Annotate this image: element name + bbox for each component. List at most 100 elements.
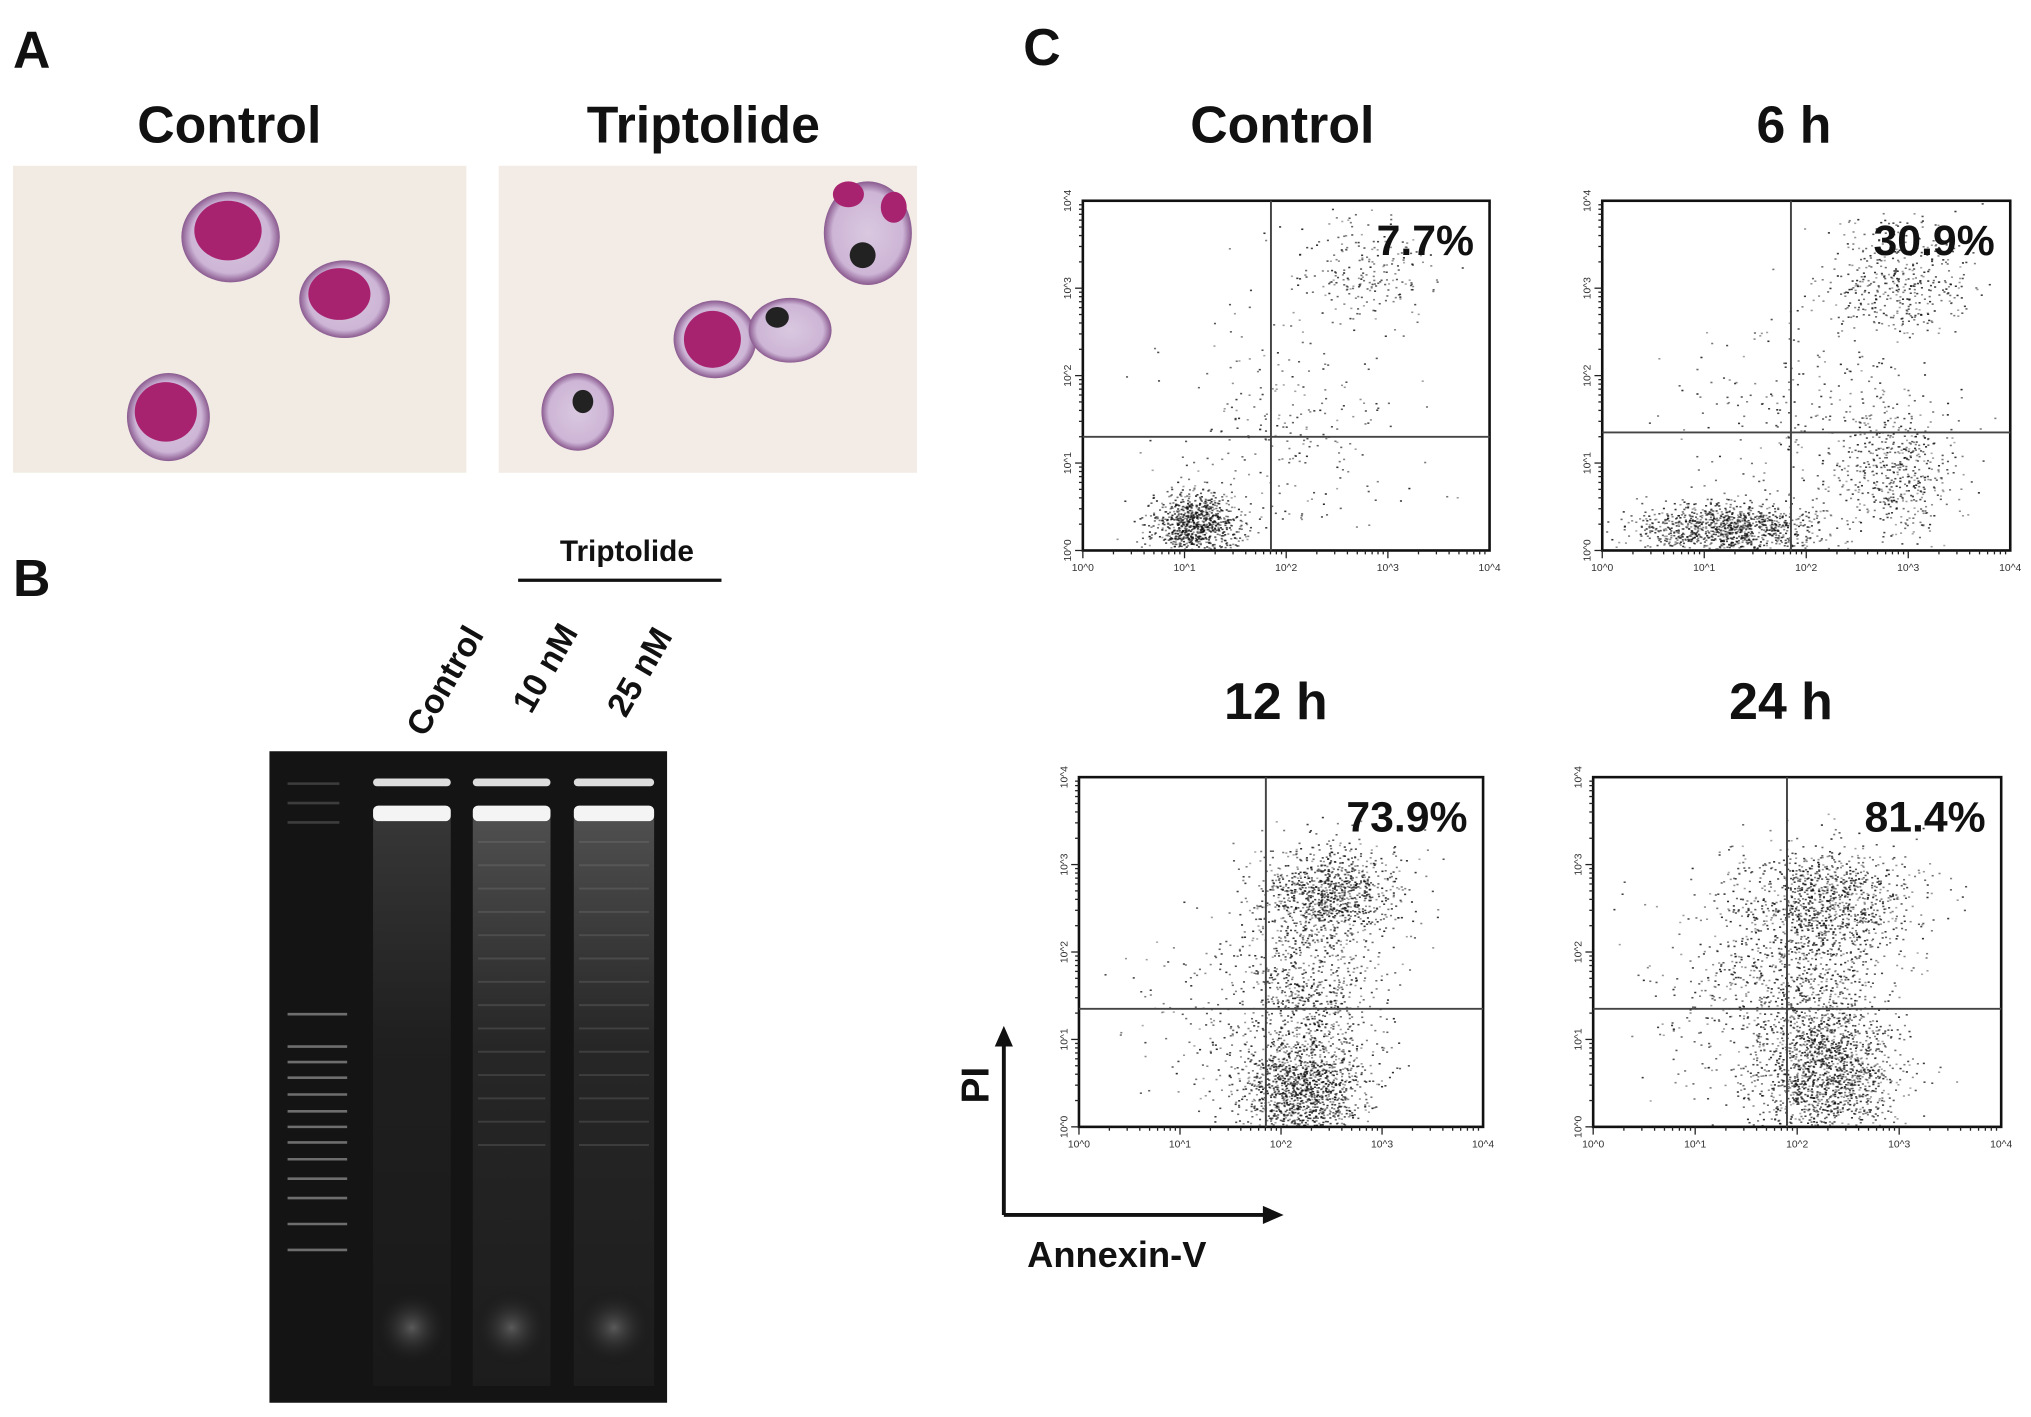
- scatter-point: [1214, 531, 1217, 533]
- scatter-point: [1299, 254, 1302, 256]
- scatter-point: [1736, 519, 1739, 521]
- scatter-point: [1668, 520, 1671, 522]
- scatter-point: [1811, 277, 1815, 280]
- scatter-point: [1753, 338, 1756, 340]
- scatter-point: [1246, 538, 1249, 541]
- y-tick-label: 10^0: [1063, 539, 1074, 561]
- scatter-point: [1883, 259, 1886, 262]
- scatter-point: [1322, 1090, 1325, 1093]
- scatter-point: [1891, 501, 1894, 503]
- scatter-point: [1862, 402, 1865, 404]
- scatter-point: [1289, 1060, 1292, 1062]
- scatter-point: [1367, 1111, 1371, 1114]
- scatter-point: [1765, 422, 1768, 424]
- scatter-point: [1370, 287, 1373, 289]
- scatter-point: [1303, 1082, 1306, 1084]
- scatter-point: [1673, 531, 1676, 533]
- scatter-point: [1317, 868, 1320, 870]
- scatter-point: [1661, 512, 1664, 514]
- scatter-point: [1316, 1090, 1319, 1092]
- scatter-point: [1280, 900, 1283, 903]
- scatter-point: [1914, 487, 1917, 489]
- scatter-point: [1895, 533, 1898, 536]
- scatter-point: [1718, 525, 1721, 528]
- scatter-point: [1325, 397, 1328, 400]
- scatter-point: [1213, 322, 1217, 325]
- scatter-point: [1778, 523, 1781, 526]
- scatter-point: [1392, 300, 1395, 303]
- scatter-point: [1779, 517, 1782, 520]
- scatter-point: [1293, 1073, 1296, 1076]
- scatter-point: [1304, 1082, 1308, 1084]
- scatter-point: [1326, 1078, 1329, 1081]
- scatter-point: [1669, 532, 1672, 535]
- scatter-point: [1876, 454, 1879, 457]
- scatter-point: [1641, 502, 1644, 505]
- scatter-point: [1293, 882, 1296, 885]
- scatter-point: [1763, 544, 1766, 547]
- scatter-point: [1286, 1072, 1289, 1074]
- scatter-point: [1680, 521, 1683, 524]
- scatter-point: [1726, 534, 1729, 537]
- scatter-point: [1768, 408, 1771, 410]
- scatter-point: [1318, 920, 1321, 922]
- scatter-point: [1227, 500, 1230, 502]
- scatter-point: [1292, 1104, 1295, 1107]
- scatter-point: [1241, 520, 1244, 523]
- scatter-point: [1755, 521, 1758, 523]
- scatter-point: [1639, 518, 1642, 520]
- scatter-point: [1278, 492, 1281, 495]
- scatter-point: [1257, 1089, 1261, 1091]
- scatter-point: [1940, 263, 1944, 265]
- scatter-point: [1879, 295, 1882, 298]
- scatter-point: [1268, 1083, 1271, 1086]
- scatter-point: [1183, 529, 1186, 532]
- scatter-point: [1670, 513, 1673, 516]
- scatter-point: [1161, 518, 1164, 520]
- scatter-point: [1192, 521, 1196, 524]
- scatter-point: [1818, 375, 1821, 378]
- scatter-point: [1187, 538, 1190, 541]
- scatter-point: [1197, 542, 1200, 545]
- scatter-point: [1696, 538, 1699, 541]
- scatter-point: [1889, 496, 1892, 499]
- scatter-point: [1680, 535, 1683, 537]
- scatter-point: [1798, 373, 1801, 375]
- scatter-point: [1766, 517, 1769, 520]
- scatter-point: [1867, 291, 1870, 294]
- scatter-point: [1324, 1048, 1327, 1050]
- scatter-point: [1719, 524, 1722, 526]
- scatter-point: [1299, 1064, 1303, 1066]
- scatter-point: [1368, 524, 1371, 526]
- scatter-point: [1304, 1081, 1307, 1083]
- scatter-point: [1937, 332, 1940, 335]
- scatter-point: [1194, 525, 1197, 528]
- scatter-point: [1223, 493, 1226, 496]
- scatter-point: [1644, 511, 1647, 514]
- scatter-point: [1772, 524, 1776, 526]
- scatter-point: [1940, 477, 1943, 479]
- scatter-point: [1195, 523, 1198, 525]
- scatter-point: [1412, 285, 1415, 288]
- scatter-point: [1865, 415, 1868, 417]
- scatter-point: [1937, 224, 1940, 227]
- scatter-point: [1343, 1037, 1346, 1039]
- scatter-point: [1750, 501, 1754, 504]
- scatter-point: [1281, 1084, 1284, 1087]
- scatter-point: [1914, 314, 1917, 317]
- scatter-point: [1285, 1046, 1288, 1048]
- scatter-point: [1233, 495, 1236, 498]
- scatter-point: [1347, 219, 1350, 221]
- scatter-point: [1269, 1094, 1272, 1097]
- scatter-point: [1334, 440, 1337, 443]
- scatter-point: [1321, 1098, 1324, 1101]
- scatter-point: [1912, 470, 1915, 472]
- scatter-point: [1748, 541, 1751, 544]
- scatter-point: [1208, 510, 1211, 513]
- scatter-point: [1645, 523, 1648, 525]
- scatter-point: [1216, 522, 1219, 525]
- scatter-point: [1291, 1120, 1294, 1123]
- scatter-point: [1351, 1078, 1354, 1081]
- scatter-point: [1424, 461, 1427, 464]
- scatter-point: [1794, 528, 1797, 530]
